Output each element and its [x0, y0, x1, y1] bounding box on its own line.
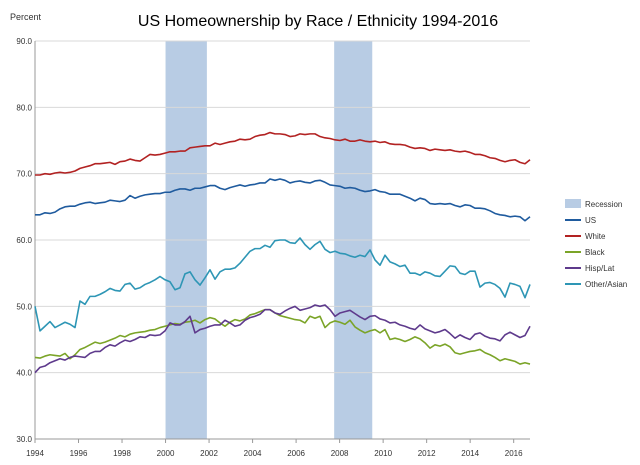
x-tick-label: 2012 [418, 449, 436, 458]
axes: 30.0 40.0 50.0 60.0 70.0 80.0 90.0 1994 1996 1998… [16, 37, 530, 458]
x-tick-label: 2004 [244, 449, 262, 458]
legend-label: White [585, 232, 606, 241]
legend-label: Black [585, 248, 606, 257]
legend-item-recession: Recession [565, 199, 622, 209]
series-lines [34, 131, 531, 374]
legend-label: Other/Asian [585, 280, 627, 289]
series-line-white [35, 131, 531, 176]
legend-label: Hisp/Lat [585, 264, 615, 273]
y-tick-label: 50.0 [16, 302, 32, 311]
series-line-other-asian [34, 237, 531, 332]
y-axis-unit-label: Percent [10, 12, 42, 22]
legend-label: US [585, 216, 596, 225]
legend-item-us: US [565, 216, 596, 225]
x-tick-label: 2002 [200, 449, 218, 458]
x-tick-label: 2008 [331, 449, 349, 458]
y-tick-label: 30.0 [16, 435, 32, 444]
legend-item-black: Black [565, 248, 606, 257]
legend-item-other-asian: Other/Asian [565, 280, 627, 289]
y-tick-label: 90.0 [16, 37, 32, 46]
legend-item-hisp-lat: Hisp/Lat [565, 264, 615, 273]
y-tick-label: 60.0 [16, 236, 32, 245]
series-line-hisp-lat [34, 304, 531, 374]
x-tick-label: 1998 [113, 449, 131, 458]
legend-label: Recession [585, 200, 622, 209]
x-tick-label: 1996 [70, 449, 88, 458]
legend: Recession US White Black Hisp/Lat Other/Asian [565, 199, 627, 289]
y-tick-label: 70.0 [16, 170, 32, 179]
x-tick-label: 1994 [26, 449, 44, 458]
legend-item-white: White [565, 232, 606, 241]
x-tick-label: 2006 [287, 449, 305, 458]
x-tick-label: 2014 [461, 449, 479, 458]
series-line-us [35, 178, 531, 222]
chart-title: US Homeownership by Race / Ethnicity 199… [138, 13, 498, 30]
y-tick-label: 80.0 [16, 103, 32, 112]
series-line-black [34, 308, 531, 365]
x-tick-label: 2000 [157, 449, 175, 458]
x-tick-label: 2010 [374, 449, 392, 458]
legend-swatch [565, 199, 581, 208]
y-tick-label: 40.0 [16, 369, 32, 378]
x-tick-label: 2016 [505, 449, 523, 458]
